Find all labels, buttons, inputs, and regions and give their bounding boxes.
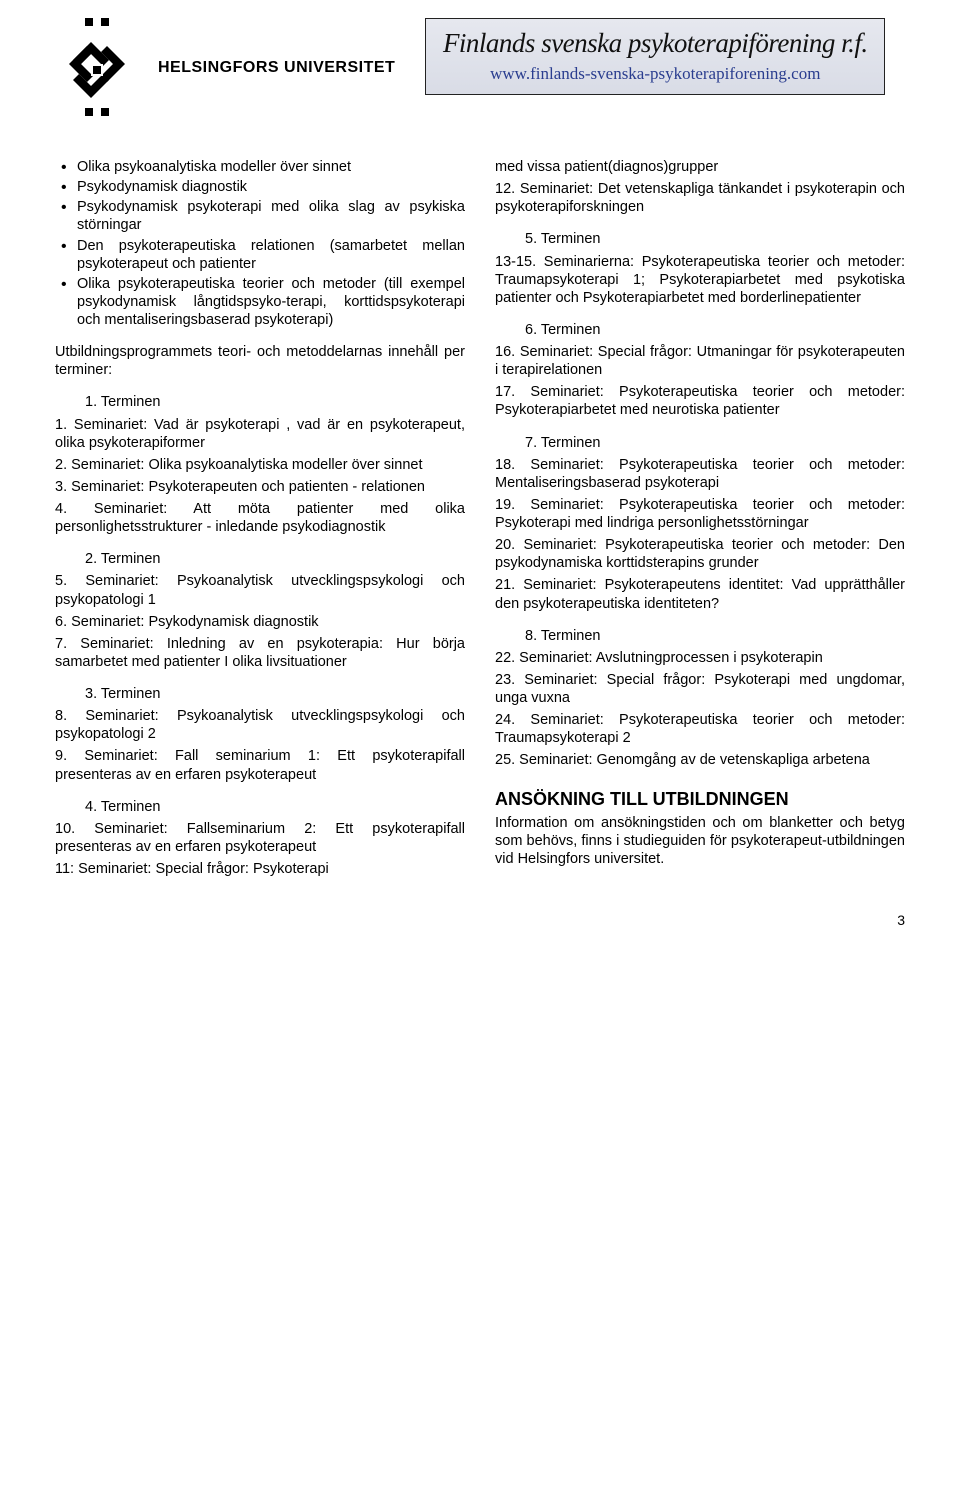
bullet-item: Olika psykoanalytiska modeller över sinn… bbox=[55, 158, 465, 176]
seminar-item: 5. Seminariet: Psykoanalytisk utveckling… bbox=[55, 572, 465, 608]
bullet-item: Psykodynamisk psykoterapi med olika slag… bbox=[55, 198, 465, 234]
seminar-item: 4. Seminariet: Att möta patienter med ol… bbox=[55, 500, 465, 536]
association-site: www.finlands-svenska-psykoterapiforening… bbox=[438, 63, 872, 84]
seminar-item: 10. Seminariet: Fallseminarium 2: Ett ps… bbox=[55, 820, 465, 856]
page-number: 3 bbox=[55, 912, 905, 930]
lead-line: med vissa patient(diagnos)grupper bbox=[495, 158, 905, 176]
university-block: HELSINGFORS UNIVERSITET bbox=[55, 18, 395, 118]
university-logo bbox=[55, 18, 140, 118]
lead-line: 12. Seminariet: Det vetenskapliga tänkan… bbox=[495, 180, 905, 216]
seminar-item: 9. Seminariet: Fall seminarium 1: Ett ps… bbox=[55, 747, 465, 783]
body-columns: Olika psykoanalytiska modeller över sinn… bbox=[55, 158, 905, 882]
seminar-item: 8. Seminariet: Psykoanalytisk utveckling… bbox=[55, 707, 465, 743]
intro-text: Utbildningsprogrammets teori- och metodd… bbox=[55, 343, 465, 379]
seminar-item: 16. Seminariet: Special frågor: Utmaning… bbox=[495, 343, 905, 379]
seminar-item: 22. Seminariet: Avslutningprocessen i ps… bbox=[495, 649, 905, 667]
topic-bullets: Olika psykoanalytiska modeller över sinn… bbox=[55, 158, 465, 329]
bullet-item: Psykodynamisk diagnostik bbox=[55, 178, 465, 196]
association-box: Finlands svenska psykoterapiförening r.f… bbox=[425, 18, 885, 95]
term-label: 4. Terminen bbox=[55, 798, 465, 816]
term-label: 2. Terminen bbox=[55, 550, 465, 568]
seminar-item: 24. Seminariet: Psykoterapeutiska teorie… bbox=[495, 711, 905, 747]
section-heading: ANSÖKNING TILL UTBILDNINGEN bbox=[495, 788, 905, 811]
term-label: 3. Terminen bbox=[55, 685, 465, 703]
term-label: 7. Terminen bbox=[495, 434, 905, 452]
seminar-item: 13-15. Seminarierna: Psykoterapeutiska t… bbox=[495, 253, 905, 307]
seminar-item: 19. Seminariet: Psykoterapeutiska teorie… bbox=[495, 496, 905, 532]
term-label: 6. Terminen bbox=[495, 321, 905, 339]
seminar-item: 11: Seminariet: Special frågor: Psykoter… bbox=[55, 860, 465, 878]
right-column: med vissa patient(diagnos)grupper 12. Se… bbox=[495, 158, 905, 882]
seminar-item: 18. Seminariet: Psykoterapeutiska teorie… bbox=[495, 456, 905, 492]
seminar-item: 20. Seminariet: Psykoterapeutiska teorie… bbox=[495, 536, 905, 572]
seminar-item: 6. Seminariet: Psykodynamisk diagnostik bbox=[55, 613, 465, 631]
bullet-item: Olika psykoterapeutiska teorier och meto… bbox=[55, 275, 465, 329]
seminar-item: 23. Seminariet: Special frågor: Psykoter… bbox=[495, 671, 905, 707]
page: HELSINGFORS UNIVERSITET Finlands svenska… bbox=[0, 0, 960, 970]
seminar-item: 2. Seminariet: Olika psykoanalytiska mod… bbox=[55, 456, 465, 474]
seminar-item: 3. Seminariet: Psykoterapeuten och patie… bbox=[55, 478, 465, 496]
seminar-item: 1. Seminariet: Vad är psykoterapi , vad … bbox=[55, 416, 465, 452]
bullet-item: Den psykoterapeutiska relationen (samarb… bbox=[55, 237, 465, 273]
university-name: HELSINGFORS UNIVERSITET bbox=[158, 58, 395, 78]
header: HELSINGFORS UNIVERSITET Finlands svenska… bbox=[55, 18, 905, 118]
left-column: Olika psykoanalytiska modeller över sinn… bbox=[55, 158, 465, 882]
term-label: 1. Terminen bbox=[55, 393, 465, 411]
term-label: 8. Terminen bbox=[495, 627, 905, 645]
seminar-item: 21. Seminariet: Psykoterapeutens identit… bbox=[495, 576, 905, 612]
term-label: 5. Terminen bbox=[495, 230, 905, 248]
seminar-item: 25. Seminariet: Genomgång av de vetenska… bbox=[495, 751, 905, 769]
seminar-item: 7. Seminariet: Inledning av en psykotera… bbox=[55, 635, 465, 671]
seminar-item: 17. Seminariet: Psykoterapeutiska teorie… bbox=[495, 383, 905, 419]
association-title: Finlands svenska psykoterapiförening r.f… bbox=[438, 27, 872, 61]
section-body: Information om ansökningstiden och om bl… bbox=[495, 814, 905, 868]
